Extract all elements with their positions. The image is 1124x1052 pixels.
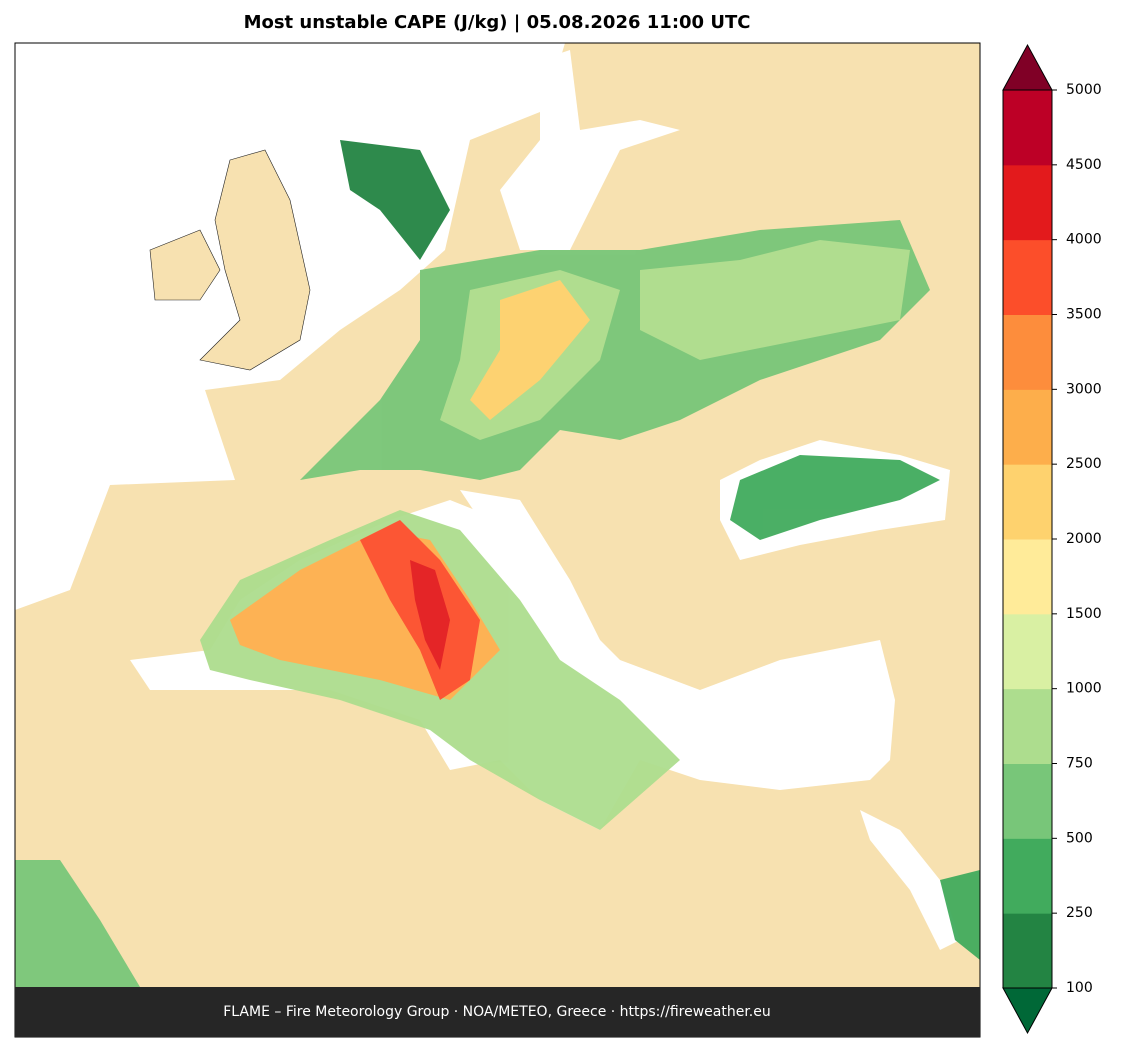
ireland [149,229,221,301]
colorbar-under [1002,987,1053,1035]
colorbar-band [1003,613,1052,690]
colorbar-band [1003,164,1052,241]
colorbar-band [1003,464,1052,540]
colorbar-tick-label: 1500 [1066,606,1102,622]
colorbar-tick-label: 1000 [1066,681,1102,697]
footer-text: FLAME – Fire Meteorology Group · NOA/MET… [223,1004,771,1020]
colorbar-tick-label: 4500 [1066,157,1102,173]
footer-bar [15,987,980,1037]
red-sea [860,810,960,950]
colorbar-tick-label: 3000 [1066,381,1102,397]
baltic [500,50,680,250]
colorbar: 100 250 500 750 1000 1500 2000 2500 3000 3500 4000… [1002,43,1102,1035]
colorbar-band [1003,763,1052,839]
cape-field [15,140,980,987]
map-title: Most unstable CAPE (J/kg) | 05.08.2026 1… [244,12,751,33]
colorbar-tick-label: 2000 [1066,531,1102,547]
adriatic [460,490,600,640]
colorbar-tick-label: 5000 [1066,82,1102,98]
colorbar-tick-label: 4000 [1066,232,1102,248]
colorbar-band [1003,239,1052,315]
colorbar-tick-label: 3500 [1066,307,1102,323]
colorbar-band [1003,913,1052,989]
colorbar-tick-label: 250 [1066,905,1093,921]
map [15,43,980,1037]
colorbar-band [1003,838,1052,914]
colorbar-tick-label: 750 [1066,756,1093,772]
colorbar-band [1003,389,1052,465]
colorbar-tick-label: 100 [1066,980,1093,996]
colorbar-tick-label: 500 [1066,830,1093,846]
colorbar-tick-label: 2500 [1066,456,1102,472]
colorbar-band [1003,688,1052,764]
colorbar-band [1003,90,1052,166]
colorbar-over [1002,43,1053,91]
colorbar-band [1003,539,1052,615]
britain [199,149,311,371]
colorbar-band [1003,314,1052,390]
